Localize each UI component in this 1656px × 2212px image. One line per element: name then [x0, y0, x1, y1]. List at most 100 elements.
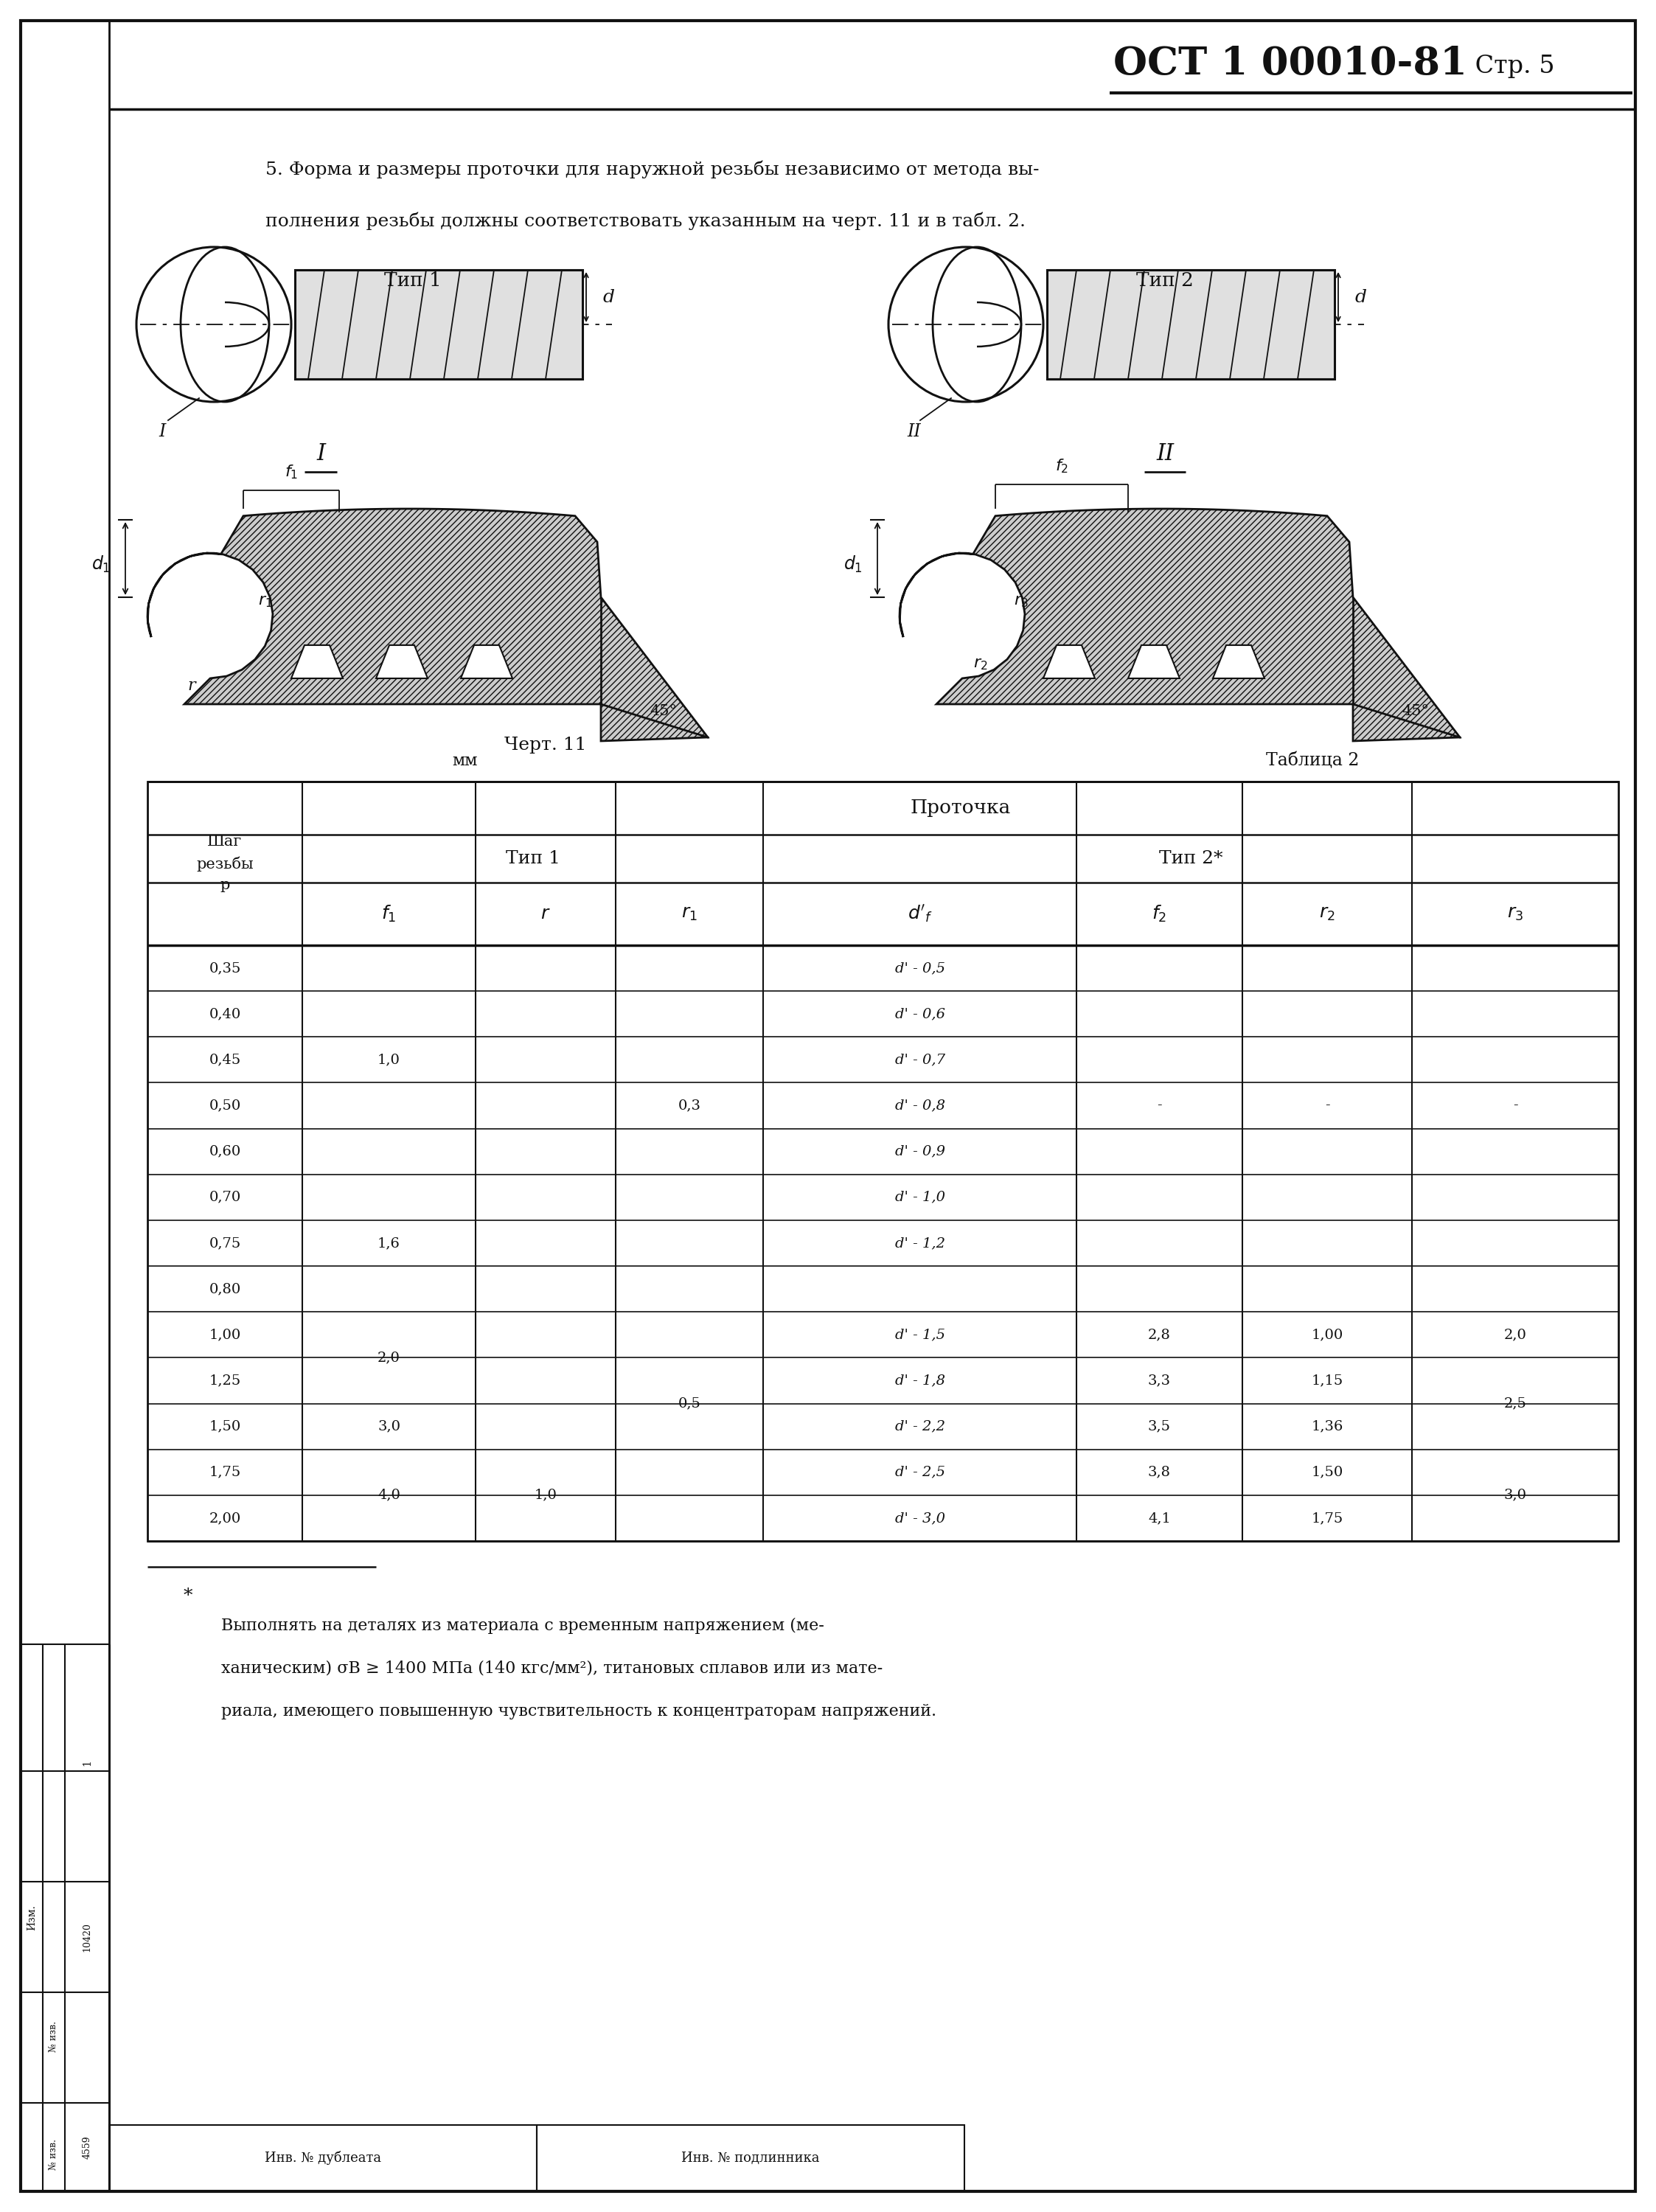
- Text: 1,75: 1,75: [209, 1467, 240, 1480]
- Text: 45°: 45°: [1403, 703, 1429, 719]
- Text: Таблица 2: Таблица 2: [1265, 752, 1360, 770]
- Text: $d'_f$: $d'_f$: [907, 902, 932, 925]
- Text: 1: 1: [81, 1761, 93, 1765]
- Text: 0,3: 0,3: [677, 1099, 700, 1113]
- Text: ОСТ 1 00010-81: ОСТ 1 00010-81: [1113, 44, 1467, 82]
- Bar: [147, 781, 1618, 1542]
- Text: 1,50: 1,50: [1312, 1467, 1343, 1480]
- Text: 3,5: 3,5: [1148, 1420, 1171, 1433]
- Text: № изв.: № изв.: [50, 2022, 58, 2053]
- Polygon shape: [376, 646, 427, 679]
- Text: -: -: [1512, 1099, 1517, 1113]
- Text: d' - 2,2: d' - 2,2: [894, 1420, 946, 1433]
- Text: d' - 1,8: d' - 1,8: [894, 1374, 946, 1387]
- Text: Тип 1: Тип 1: [384, 272, 442, 290]
- Text: Черт. 11: Черт. 11: [505, 737, 586, 752]
- Text: Стр. 5: Стр. 5: [1467, 55, 1555, 77]
- Text: 45°: 45°: [649, 703, 677, 719]
- Text: I: I: [316, 442, 325, 465]
- Text: 0,35: 0,35: [209, 962, 240, 975]
- Text: 2,5: 2,5: [1504, 1398, 1527, 1411]
- Polygon shape: [899, 509, 1461, 741]
- Text: риала, имеющего повышенную чувствительность к концентраторам напряжений.: риала, имеющего повышенную чувствительно…: [222, 1703, 937, 1719]
- Text: $r_3$: $r_3$: [1507, 905, 1524, 922]
- Text: r: r: [187, 677, 195, 695]
- Text: II: II: [1156, 442, 1174, 465]
- Text: 1,25: 1,25: [209, 1374, 240, 1387]
- Text: $r_2$: $r_2$: [974, 655, 987, 672]
- Text: 2,8: 2,8: [1148, 1327, 1171, 1340]
- Text: Инв. № подлинника: Инв. № подлинника: [682, 2152, 820, 2166]
- Bar: [537, 2126, 964, 2192]
- Text: 3,8: 3,8: [1148, 1467, 1171, 1480]
- Text: d: d: [603, 290, 614, 305]
- Text: d' - 2,5: d' - 2,5: [894, 1467, 946, 1480]
- Polygon shape: [1212, 646, 1265, 679]
- Text: 4,0: 4,0: [378, 1489, 401, 1502]
- Text: 10420: 10420: [83, 1922, 91, 1951]
- Text: Инв. № дублеата: Инв. № дублеата: [265, 2150, 381, 2166]
- Text: 0,40: 0,40: [209, 1006, 240, 1020]
- Bar: [1047, 270, 1335, 378]
- Text: Изм.: Изм.: [26, 1905, 36, 1931]
- Text: I: I: [159, 422, 166, 440]
- Polygon shape: [147, 509, 707, 741]
- Text: 3,3: 3,3: [1148, 1374, 1171, 1387]
- Text: 4559: 4559: [83, 2135, 91, 2159]
- Text: -: -: [1325, 1099, 1330, 1113]
- Text: d' - 3,0: d' - 3,0: [894, 1511, 946, 1524]
- Text: 4,1: 4,1: [1148, 1511, 1171, 1524]
- Text: $r$: $r$: [540, 905, 550, 922]
- Text: 1,0: 1,0: [535, 1489, 556, 1502]
- Text: 1,00: 1,00: [1312, 1327, 1343, 1340]
- Text: Проточка: Проточка: [911, 799, 1010, 818]
- Text: $f_1$: $f_1$: [381, 905, 396, 925]
- Text: 0,75: 0,75: [209, 1237, 240, 1250]
- Text: мм: мм: [452, 752, 477, 770]
- Text: $r_3$: $r_3$: [1013, 593, 1028, 608]
- Text: 2,0: 2,0: [378, 1352, 401, 1365]
- Text: 0,50: 0,50: [209, 1099, 240, 1113]
- Text: 5. Форма и размеры проточки для наружной резьбы независимо от метода вы-: 5. Форма и размеры проточки для наружной…: [265, 161, 1040, 179]
- Text: d' - 0,7: d' - 0,7: [894, 1053, 946, 1066]
- Polygon shape: [1128, 646, 1179, 679]
- Text: -: -: [1158, 1099, 1163, 1113]
- Text: d' - 0,8: d' - 0,8: [894, 1099, 946, 1113]
- Text: 1,00: 1,00: [209, 1327, 240, 1340]
- Text: $f_2$: $f_2$: [1153, 905, 1167, 925]
- Text: Тип 2*: Тип 2*: [1159, 849, 1222, 867]
- Text: 1,0: 1,0: [378, 1053, 401, 1066]
- Text: 1,36: 1,36: [1312, 1420, 1343, 1433]
- Text: 0,45: 0,45: [209, 1053, 240, 1066]
- Text: 1,15: 1,15: [1312, 1374, 1343, 1387]
- Text: Выполнять на деталях из материала с временным напряжением (ме-: Выполнять на деталях из материала с врем…: [222, 1617, 825, 1635]
- Text: d' - 0,5: d' - 0,5: [894, 962, 946, 975]
- Text: $r_1$: $r_1$: [681, 905, 697, 922]
- Text: 0,60: 0,60: [209, 1146, 240, 1159]
- Text: 1,6: 1,6: [378, 1237, 401, 1250]
- Text: $f_2$: $f_2$: [1055, 458, 1068, 476]
- Text: *: *: [184, 1588, 192, 1606]
- Text: $r_2$: $r_2$: [1320, 905, 1335, 922]
- Text: d' - 0,9: d' - 0,9: [894, 1146, 946, 1159]
- Text: 3,0: 3,0: [378, 1420, 401, 1433]
- Text: $f_1$: $f_1$: [285, 462, 298, 480]
- Text: 1,50: 1,50: [209, 1420, 240, 1433]
- Text: $d_1$: $d_1$: [91, 553, 111, 575]
- Text: Шаг
резьбы
р: Шаг резьбы р: [197, 834, 253, 891]
- Polygon shape: [1043, 646, 1095, 679]
- Text: 2,0: 2,0: [1504, 1327, 1527, 1340]
- Text: d: d: [1355, 290, 1366, 305]
- Text: 3,0: 3,0: [1504, 1489, 1527, 1502]
- Text: d' - 1,2: d' - 1,2: [894, 1237, 946, 1250]
- Text: Тип 2: Тип 2: [1136, 272, 1194, 290]
- Bar: [295, 270, 583, 378]
- Text: d' - 0,6: d' - 0,6: [894, 1006, 946, 1020]
- Text: ханическим) σB ≥ 1400 МПа (140 кгс/мм²), титановых сплавов или из мате-: ханическим) σB ≥ 1400 МПа (140 кгс/мм²),…: [222, 1661, 883, 1677]
- Text: 2,00: 2,00: [209, 1511, 240, 1524]
- Text: 1,75: 1,75: [1312, 1511, 1343, 1524]
- Text: Тип 1: Тип 1: [505, 849, 560, 867]
- Polygon shape: [460, 646, 512, 679]
- Text: d' - 1,5: d' - 1,5: [894, 1327, 946, 1340]
- Text: 0,5: 0,5: [677, 1398, 700, 1411]
